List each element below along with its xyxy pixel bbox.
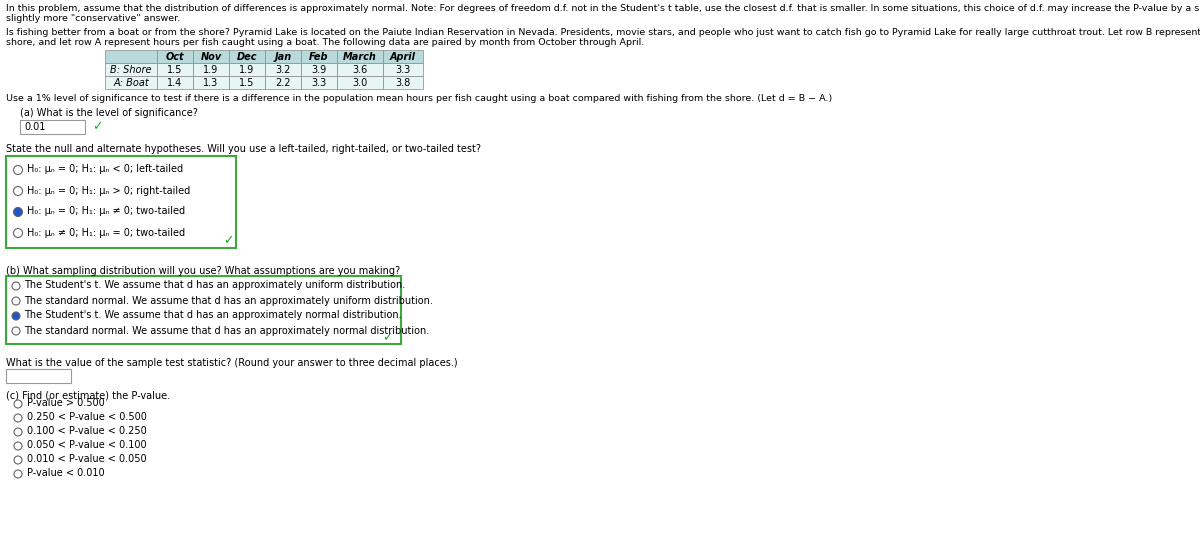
Text: Jan: Jan (275, 52, 292, 62)
Bar (6, 156, 236, 248)
Text: (a) What is the level of significance?: (a) What is the level of significance? (20, 108, 198, 118)
Text: 1.9: 1.9 (239, 65, 254, 75)
Text: In this problem, assume that the distribution of differences is approximately no: In this problem, assume that the distrib… (6, 4, 1200, 13)
Text: State the null and alternate hypotheses. Will you use a left-tailed, right-taile: State the null and alternate hypotheses.… (6, 144, 481, 154)
Text: P-value < 0.010: P-value < 0.010 (28, 469, 104, 479)
Bar (6, 276, 401, 344)
Text: 0.01: 0.01 (24, 122, 46, 132)
Text: Nov: Nov (200, 52, 222, 62)
Text: 2.2: 2.2 (275, 78, 290, 88)
Text: ✓: ✓ (382, 332, 392, 344)
Bar (301, 50, 337, 63)
Bar (6, 369, 71, 383)
Text: (c) Find (or estimate) the P-value.: (c) Find (or estimate) the P-value. (6, 391, 170, 401)
Circle shape (13, 166, 23, 174)
Text: slightly more "conservative" answer.: slightly more "conservative" answer. (6, 14, 180, 23)
Text: H₀: μₙ = 0; H₁: μₙ < 0; left-tailed: H₀: μₙ = 0; H₁: μₙ < 0; left-tailed (28, 164, 184, 174)
Text: 3.0: 3.0 (353, 78, 367, 88)
Bar (157, 50, 193, 63)
Text: What is the value of the sample test statistic? (Round your answer to three deci: What is the value of the sample test sta… (6, 358, 457, 368)
Circle shape (12, 282, 20, 290)
Text: B: Shore: B: Shore (110, 65, 151, 75)
Text: 1.4: 1.4 (167, 78, 182, 88)
Circle shape (14, 442, 22, 450)
Text: 0.050 < P-value < 0.100: 0.050 < P-value < 0.100 (28, 440, 146, 450)
Text: shore, and let row A represent hours per fish caught using a boat. The following: shore, and let row A represent hours per… (6, 38, 644, 47)
Bar (20, 120, 85, 134)
Circle shape (12, 327, 20, 335)
Text: 1.5: 1.5 (239, 78, 254, 88)
Text: A: Boat: A: Boat (113, 78, 149, 88)
Circle shape (13, 187, 23, 195)
Text: ✓: ✓ (92, 120, 102, 134)
Bar (229, 63, 265, 76)
Bar (106, 63, 157, 76)
Text: 1.9: 1.9 (203, 65, 218, 75)
Bar (193, 76, 229, 89)
Text: H₀: μₙ ≠ 0; H₁: μₙ = 0; two-tailed: H₀: μₙ ≠ 0; H₁: μₙ = 0; two-tailed (28, 227, 185, 237)
Bar (157, 76, 193, 89)
Bar (265, 63, 301, 76)
Bar (337, 50, 383, 63)
Text: Feb: Feb (310, 52, 329, 62)
Text: March: March (343, 52, 377, 62)
Text: 3.6: 3.6 (353, 65, 367, 75)
Bar (337, 76, 383, 89)
Bar (265, 50, 301, 63)
Text: P-value > 0.500: P-value > 0.500 (28, 399, 104, 408)
Text: H₀: μₙ = 0; H₁: μₙ ≠ 0; two-tailed: H₀: μₙ = 0; H₁: μₙ ≠ 0; two-tailed (28, 206, 185, 216)
Bar (229, 50, 265, 63)
Circle shape (14, 428, 22, 436)
Text: 0.100 < P-value < 0.250: 0.100 < P-value < 0.250 (28, 427, 146, 437)
Circle shape (14, 414, 22, 422)
Text: 3.8: 3.8 (395, 78, 410, 88)
Text: 3.2: 3.2 (275, 65, 290, 75)
Circle shape (14, 456, 22, 464)
Text: 3.3: 3.3 (395, 65, 410, 75)
Circle shape (14, 400, 22, 408)
Bar (301, 63, 337, 76)
Bar (193, 63, 229, 76)
Bar (265, 76, 301, 89)
Text: 3.3: 3.3 (311, 78, 326, 88)
Circle shape (13, 208, 23, 216)
Text: April: April (390, 52, 416, 62)
Circle shape (12, 312, 20, 320)
Text: 1.5: 1.5 (167, 65, 182, 75)
Bar (157, 63, 193, 76)
Text: Oct: Oct (166, 52, 185, 62)
Bar (337, 63, 383, 76)
Bar (106, 76, 157, 89)
Bar (383, 50, 424, 63)
Bar (106, 50, 157, 63)
Bar (383, 63, 424, 76)
Text: Is fishing better from a boat or from the shore? Pyramid Lake is located on the : Is fishing better from a boat or from th… (6, 28, 1200, 37)
Text: Use a 1% level of significance to test if there is a difference in the populatio: Use a 1% level of significance to test i… (6, 94, 833, 103)
Circle shape (12, 297, 20, 305)
Text: 1.3: 1.3 (203, 78, 218, 88)
Text: The Student's t. We assume that d has an approximately uniform distribution.: The Student's t. We assume that d has an… (24, 280, 406, 290)
Text: (b) What sampling distribution will you use? What assumptions are you making?: (b) What sampling distribution will you … (6, 266, 400, 276)
Text: The Student's t. We assume that d has an approximately normal distribution.: The Student's t. We assume that d has an… (24, 310, 402, 321)
Text: Dec: Dec (236, 52, 257, 62)
Circle shape (13, 229, 23, 237)
Bar (383, 76, 424, 89)
Bar (301, 76, 337, 89)
Bar (193, 50, 229, 63)
Bar (229, 76, 265, 89)
Text: ✓: ✓ (223, 235, 234, 247)
Text: 3.9: 3.9 (311, 65, 326, 75)
Circle shape (14, 470, 22, 478)
Text: 0.250 < P-value < 0.500: 0.250 < P-value < 0.500 (28, 412, 146, 422)
Text: The standard normal. We assume that d has an approximately uniform distribution.: The standard normal. We assume that d ha… (24, 295, 433, 305)
Text: H₀: μₙ = 0; H₁: μₙ > 0; right-tailed: H₀: μₙ = 0; H₁: μₙ > 0; right-tailed (28, 185, 191, 195)
Text: 0.010 < P-value < 0.050: 0.010 < P-value < 0.050 (28, 454, 146, 464)
Text: The standard normal. We assume that d has an approximately normal distribution.: The standard normal. We assume that d ha… (24, 326, 430, 336)
